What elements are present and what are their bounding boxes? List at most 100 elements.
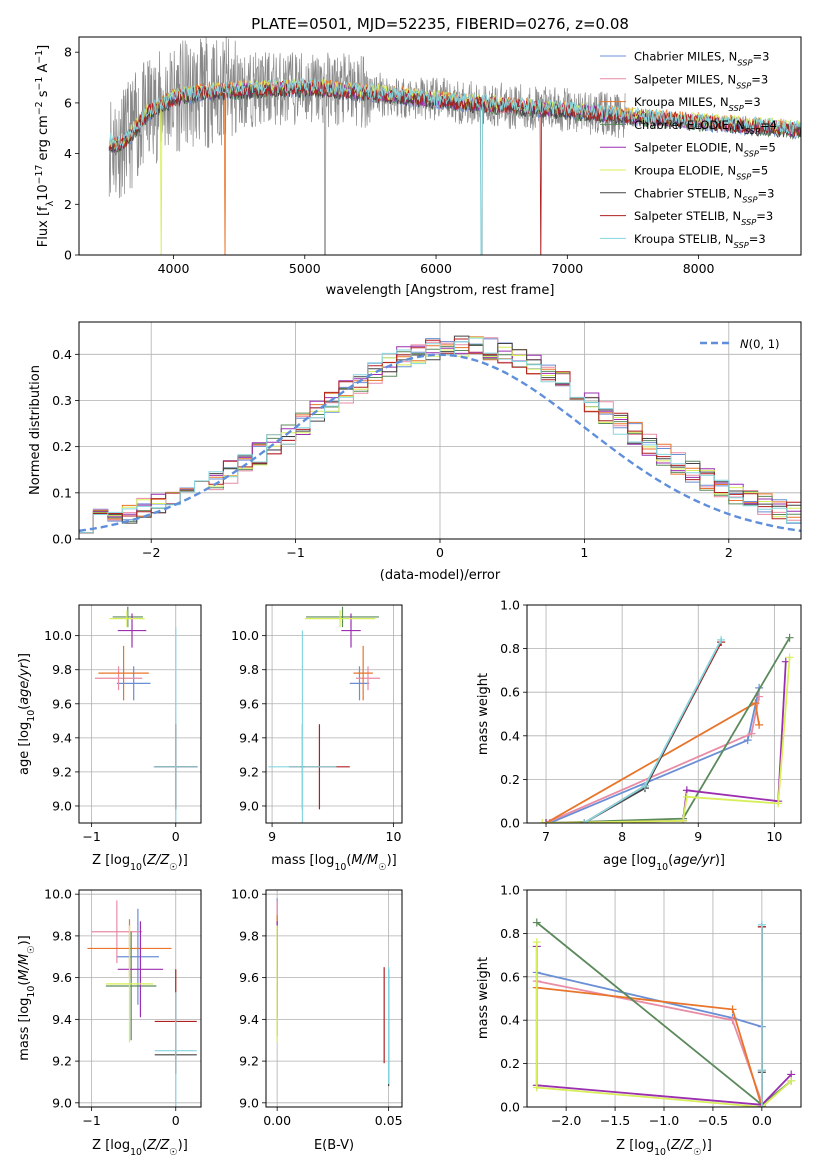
x-tick-label: 0 (172, 1113, 180, 1128)
series-marker (755, 692, 764, 701)
legend-entry: Kroupa MILES, NSSP=3 (634, 95, 761, 113)
x-axis-label: age [log10(age/yr)] (603, 853, 725, 873)
errorbar-point (117, 921, 164, 1018)
legend-entry: Kroupa STELIB, NSSP=3 (634, 232, 766, 250)
x-tick-label: 1 (580, 545, 588, 560)
x-tick-label: 4000 (158, 261, 190, 276)
y-tick-label: 8 (64, 45, 72, 60)
y-tick-label: 9.2 (239, 764, 259, 779)
series-line-7 (583, 641, 722, 823)
errorbar-point (306, 606, 379, 628)
errorbar-point (98, 645, 149, 701)
age-vs-Z-plot-area (94, 606, 198, 823)
mass-weight-vs-age-frame (526, 604, 802, 824)
series-marker (757, 1066, 766, 1075)
y-tick-label: 0.6 (500, 969, 520, 984)
y-tick-label: 10.0 (44, 887, 72, 902)
y-tick-label: 10.0 (231, 887, 259, 902)
x-axis-label: (data-model)/error (380, 568, 501, 583)
errorbar-point (304, 610, 376, 628)
mass-weight-vs-age-plot-area (538, 633, 794, 823)
y-tick-label: 0.4 (500, 1013, 520, 1028)
x-axis-label: mass [log10(M/M☉)] (271, 853, 397, 873)
x-tick-label: 7000 (551, 261, 583, 276)
series-line-2 (545, 701, 760, 823)
series-marker (751, 699, 760, 708)
x-tick-label: 9 (268, 829, 276, 844)
mass-vs-Z-plot-area (87, 900, 197, 1107)
y-tick-label: 9.0 (239, 798, 259, 813)
x-tick-label: 0.05 (375, 1113, 403, 1128)
series-line-4 (545, 661, 787, 823)
figure-title: PLATE=0501, MJD=52235, FIBERID=0276, z=0… (251, 15, 629, 33)
x-axis-label: Z [log10(Z/Z☉)] (616, 1138, 712, 1158)
x-tick-label: 6000 (420, 261, 452, 276)
age-vs-mass-plot-area (268, 606, 381, 823)
spectrum-axes: 4000 5000 6000 7000 8000 0 2 4 6 8 wavelength [Ang… (34, 36, 802, 298)
series-marker (747, 729, 756, 738)
y-axis-label: age [log10(age/yr)] (17, 653, 37, 775)
x-tick-label: 0 (172, 829, 180, 844)
y-tick-label: 9.6 (52, 696, 72, 711)
x-tick-label: −1 (82, 829, 100, 844)
series-marker (580, 819, 589, 823)
x-axis-label: Z [log10(Z/Z☉)] (92, 1138, 188, 1158)
x-tick-label: −1 (286, 545, 304, 560)
y-tick-label: 9.6 (52, 970, 72, 985)
x-tick-label: −1 (82, 1113, 100, 1128)
y-tick-label: 9.8 (239, 662, 259, 677)
x-tick-label: 0.0 (752, 1113, 772, 1128)
y-axis-label: Flux [fλ10−17 erg cm−2 s−1 A−1] (34, 45, 56, 247)
y-tick-label: 2 (64, 197, 72, 212)
mass-weight-vs-age-axes: 7 8 9 10 0.0 0.2 0.4 0.6 0.8 1.0 age [log10(age/yr… (476, 598, 802, 873)
y-tick-label: 0.6 (500, 685, 520, 700)
x-axis-label: wavelength [Angstrom, rest frame] (326, 283, 555, 298)
y-tick-label: 0.4 (500, 728, 520, 743)
errorbar-point (353, 645, 373, 701)
y-tick-label: 0.8 (500, 641, 520, 656)
series-marker (542, 819, 551, 823)
x-tick-label: 0 (436, 545, 444, 560)
errorbar-point (116, 908, 159, 1005)
series-line-6 (583, 641, 722, 823)
y-tick-label: 9.6 (239, 970, 259, 985)
series-marker (728, 1005, 737, 1014)
series-marker (785, 633, 794, 642)
series-marker (679, 816, 688, 823)
errorbar-point (109, 610, 145, 628)
mass-vs-EBV-frame (265, 889, 403, 1108)
y-tick-label: 1.0 (500, 883, 520, 898)
y-axis-label: Normed distribution (28, 365, 43, 495)
y-tick-label: 9.2 (239, 1054, 259, 1069)
series-marker (532, 918, 541, 927)
errorbar-point (355, 666, 381, 691)
histogram-8 (79, 337, 801, 534)
mass-vs-Z-axes: −1 0 9.0 9.2 9.4 9.6 9.8 10.0 Z [log10(Z/Z☉)] mas… (17, 887, 202, 1158)
x-tick-label: −2 (142, 545, 160, 560)
y-tick-label: 1.0 (500, 598, 520, 613)
mass-vs-Z-frame (78, 889, 202, 1108)
y-tick-label: 9.2 (52, 1054, 72, 1069)
y-tick-label: 9.4 (239, 730, 259, 745)
series-marker (538, 819, 547, 823)
errorbar-point (116, 666, 151, 701)
x-tick-label: −2.0 (551, 1113, 581, 1128)
y-tick-label: 0 (64, 248, 72, 263)
x-tick-label: 2 (725, 545, 733, 560)
x-tick-label: 8 (618, 829, 626, 844)
errorbar-point (154, 992, 197, 1107)
y-tick-label: 9.8 (239, 928, 259, 943)
legend-entry: Kroupa ELODIE, NSSP=5 (634, 164, 768, 182)
errorbar-point (91, 900, 143, 964)
series-marker (743, 736, 752, 745)
y-tick-label: 0.0 (52, 532, 72, 547)
errorbar-point (105, 925, 154, 1043)
residual-axes: −2 −1 0 1 2 0.0 0.1 0.2 0.3 0.4 (data-model)/error… (28, 321, 802, 583)
legend-entry: Salpeter STELIB, NSSP=3 (634, 209, 773, 227)
y-tick-label: 9.8 (52, 928, 72, 943)
y-axis-label: mass weight (476, 673, 491, 755)
spectrum-plot-area (108, 37, 801, 255)
x-tick-label: 10 (766, 829, 782, 844)
legend-entry: Salpeter ELODIE, NSSP=5 (634, 141, 776, 159)
